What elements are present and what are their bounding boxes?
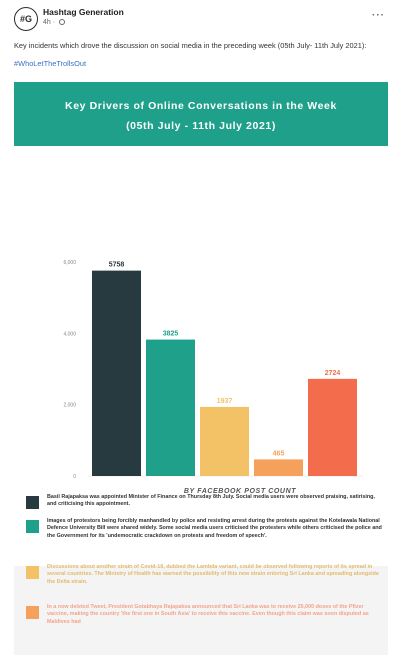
y-tick-label: 4,000 (63, 331, 76, 337)
bar-4 (254, 459, 303, 476)
chart-panel: 0 2,000 4,000 6,000 5758 3825 1937 465 2724 BY FA… (14, 146, 388, 566)
y-tick-label: 0 (73, 474, 76, 480)
bar-3 (200, 406, 249, 476)
page-avatar[interactable]: #G (14, 7, 38, 31)
bar-1 (92, 270, 141, 476)
legend-text-2: Images of protestors being forcibly manh… (47, 518, 382, 539)
bar-value-label-2: 3825 (163, 331, 179, 338)
y-tick-label: 6,000 (63, 260, 76, 266)
hashtag-link[interactable]: #WhoLetTheTrollsOut (14, 59, 87, 68)
post-timestamp[interactable]: 4h · (43, 19, 66, 26)
bar-value-label-5: 2724 (325, 370, 341, 377)
x-axis-label: BY FACEBOOK POST COUNT (184, 488, 296, 494)
infographic-title: Key Drivers of Online Conversations in t… (65, 100, 337, 112)
post-caption: Key incidents which drove the discussion… (14, 41, 367, 50)
legend-swatch-4 (26, 606, 39, 619)
legend-swatch-1 (26, 496, 39, 509)
legend-text-3: Discussions about another strain of Covi… (47, 564, 379, 585)
bar-value-label-4: 465 (273, 450, 285, 457)
page-name-link[interactable]: Hashtag Generation (43, 7, 124, 17)
bar-chart: 0 2,000 4,000 6,000 5758 3825 1937 465 2724 BY FA… (63, 260, 362, 494)
bar-5 (308, 378, 357, 476)
post-time: 4h · (43, 19, 58, 26)
bar-value-label-1: 5758 (109, 262, 125, 269)
legend-text-1: Basil Rajapaksa was appointed Minister o… (47, 494, 375, 508)
legend-swatch-3 (26, 566, 39, 579)
more-options-button[interactable]: ··· (372, 10, 385, 21)
globe-icon (59, 19, 66, 26)
post-header: #G Hashtag Generation 4h · ··· (0, 0, 395, 32)
infographic-banner: Key Drivers of Online Conversations in t… (14, 82, 388, 146)
legend-text-4: In a now deleted Tweet, President Gotabh… (47, 604, 369, 625)
bar-value-label-3: 1937 (217, 398, 233, 405)
y-tick-label: 2,000 (63, 403, 76, 409)
legend-swatch-2 (26, 520, 39, 533)
infographic-image[interactable]: Key Drivers of Online Conversations in t… (14, 82, 388, 655)
infographic-subtitle: (05th July - 11th July 2021) (126, 120, 276, 132)
bar-2 (146, 339, 195, 476)
